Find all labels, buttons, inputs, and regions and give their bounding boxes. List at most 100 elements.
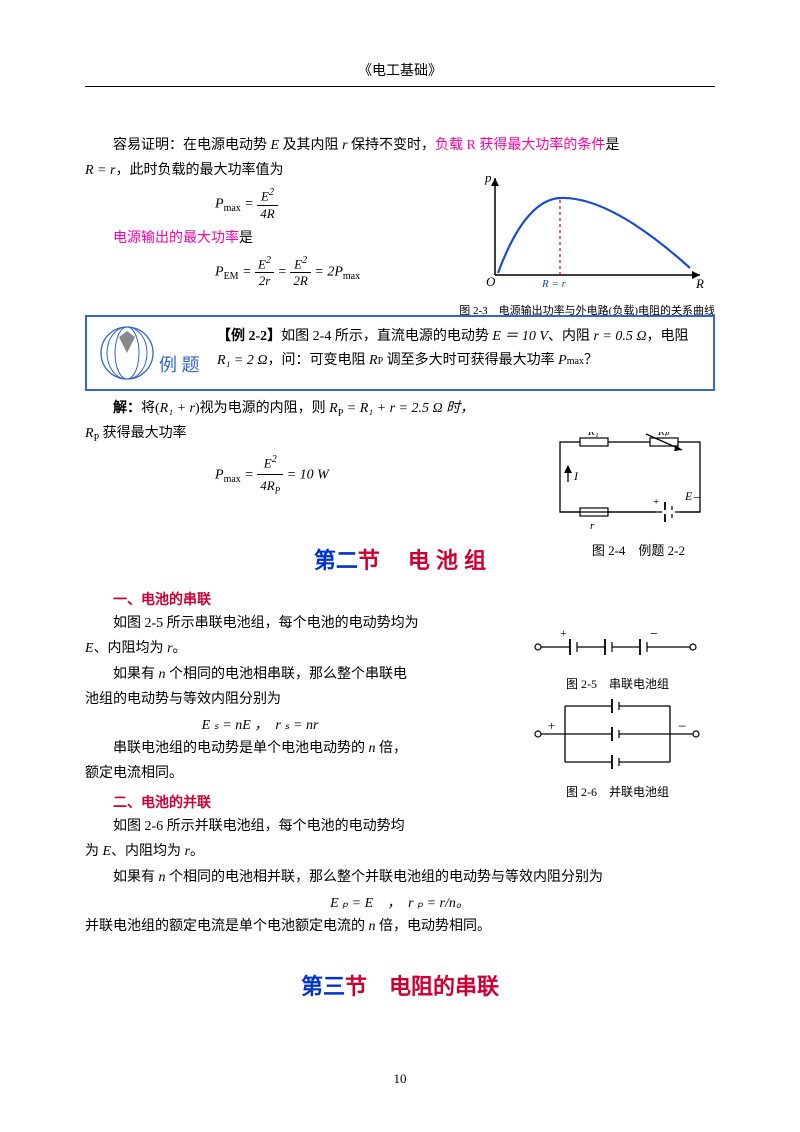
text: 。: [190, 844, 204, 859]
sup: 2: [266, 255, 271, 266]
text: 将(: [141, 401, 160, 416]
text: R₁ = 2 Ω: [217, 353, 268, 368]
text: 。: [173, 641, 187, 656]
sub2-p2: 为 E、内阻均为 r。: [85, 839, 715, 864]
var: P: [215, 197, 224, 212]
num: E: [294, 256, 302, 271]
page-number: 10: [0, 1071, 800, 1087]
den: 4R: [257, 206, 277, 222]
var: n: [159, 667, 166, 682]
sub2-formula: E ₚ = E ， r ₚ = r/n。: [85, 892, 715, 912]
text: R: [329, 401, 338, 416]
num: E: [264, 455, 272, 470]
densub: P: [275, 486, 281, 496]
highlight-maxpower: 电源输出的最大功率: [113, 231, 239, 246]
svg-text:R₁: R₁: [587, 432, 599, 438]
text: R₁ + r: [160, 401, 195, 416]
sub2-p3: 如果有 n 个相同的电池相并联，那么整个并联电池组的电动势与等效内阻分别为: [85, 865, 715, 890]
parallel-diagram: + − 图 2-6 并联电池组: [530, 694, 705, 800]
sub: max: [567, 356, 584, 367]
text: ，电阻: [646, 329, 688, 344]
solution-label: 解：: [113, 401, 141, 416]
text: E ＝ 10 V: [492, 329, 548, 344]
axis-y-label: p: [484, 170, 492, 185]
subsection-1-title: 一、电池的串联: [85, 589, 715, 609]
sup: 2: [302, 255, 307, 266]
text: 是: [239, 231, 253, 246]
sub: max: [224, 474, 241, 485]
text: )视为电源的内阻，则: [195, 401, 329, 416]
text: 容易证明：在电源电动势: [113, 138, 271, 153]
text: 是: [605, 138, 619, 153]
svg-text:r: r: [590, 520, 595, 532]
svg-text:E: E: [684, 489, 693, 503]
text: 、内阻均为: [94, 641, 168, 656]
svg-text:Rₚ: Rₚ: [657, 432, 670, 438]
var: n: [159, 870, 166, 885]
sub1-p2: E、内阻均为 r。: [85, 636, 435, 661]
svg-text:+: +: [560, 628, 567, 640]
num: E: [261, 189, 269, 204]
text: r = 0.5 Ω: [593, 329, 646, 344]
text: 为: [85, 844, 103, 859]
eq: =: [241, 467, 257, 482]
svg-text:I: I: [573, 469, 579, 483]
eq2: = 2P: [311, 264, 343, 279]
example-icon: 例 题: [97, 323, 207, 383]
sub1-p5: 串联电池组的电动势是单个电池电动势的 n 倍，: [85, 736, 435, 761]
axis-x-label: R: [695, 276, 704, 290]
text: 串联电池组的电动势是单个电池电动势的: [113, 741, 369, 756]
text: 获得最大功率: [99, 426, 187, 441]
var-rr: R = r: [85, 163, 115, 178]
sub1-p4: 池组的电动势与等效内阻分别为: [85, 687, 435, 712]
section-3-title: 第三节 电阻的串联: [85, 969, 715, 1001]
text: 如果有: [113, 667, 159, 682]
text: 及其内阻: [279, 138, 342, 153]
var: n: [369, 919, 376, 934]
text: ，问：可变电阻: [268, 353, 370, 368]
text: 倍，: [376, 741, 408, 756]
title-blue: 第二: [314, 548, 358, 573]
text: 调至多大时可获得最大功率: [383, 353, 558, 368]
sub1-p1: 如图 2-5 所示串联电池组，每个电池的电动势均为: [85, 611, 435, 636]
circuit-fig-24: R₁ Rₚ I + E − r: [550, 432, 710, 532]
text: 个相同的电池相串联，那么整个串联电: [166, 667, 408, 682]
sup: 2: [269, 187, 274, 198]
page-header: 《电工基础》: [85, 60, 715, 87]
highlight-condition: 负载 R 获得最大功率的条件: [435, 138, 605, 153]
icon-label: 例 题: [159, 355, 200, 375]
example-text: 【例 2-2】如图 2-4 所示，直流电源的电动势 E ＝ 10 V、内阻 r …: [217, 325, 703, 373]
text: 并联电池组的额定电流是单个电池额定电流的: [85, 919, 369, 934]
var-E: E: [271, 138, 280, 153]
title-red: 节 电阻的串联: [345, 974, 499, 999]
title-red-a: 节: [358, 548, 380, 573]
intro-p1: 容易证明：在电源电动势 E 及其内阻 r 保持不变时，负载 R 获得最大功率的条…: [85, 133, 715, 158]
sup: 2: [272, 454, 277, 465]
example-title: 【例 2-2】: [217, 329, 281, 344]
title-red-c: 电 池 组: [408, 548, 486, 573]
text: P: [558, 353, 567, 368]
sub: max: [224, 204, 241, 215]
svg-text:−: −: [678, 719, 686, 735]
text: 倍，电动势相同。: [376, 919, 492, 934]
den: 2R: [290, 273, 310, 289]
num: E: [258, 256, 266, 271]
result: = 10 W: [283, 467, 329, 482]
text: ，此时负载的最大功率值为: [115, 163, 283, 178]
text: ？: [584, 353, 598, 368]
text: 如图 2-4 所示，直流电源的电动势: [281, 329, 492, 344]
mark-label: R = r: [541, 278, 567, 290]
sub1-formula: E ₛ = nE ， r ₛ = nr: [85, 714, 435, 734]
sub: EM: [224, 271, 239, 282]
example-box: 例 题 【例 2-2】如图 2-4 所示，直流电源的电动势 E ＝ 10 V、内…: [85, 315, 715, 391]
sub2: max: [343, 271, 360, 282]
svg-text:−: −: [650, 628, 658, 642]
svg-text:+: +: [548, 718, 555, 733]
series-diagram: + − 图 2-5 串联电池组: [530, 628, 705, 692]
var: P: [215, 467, 224, 482]
text: R: [85, 426, 94, 441]
fig-24-caption: 图 2-4 例题 2-2: [592, 540, 685, 559]
sub2-p4: 并联电池组的额定电流是单个电池额定电流的 n 倍，电动势相同。: [85, 914, 715, 939]
svg-text:−: −: [693, 490, 700, 505]
var: n: [369, 741, 376, 756]
